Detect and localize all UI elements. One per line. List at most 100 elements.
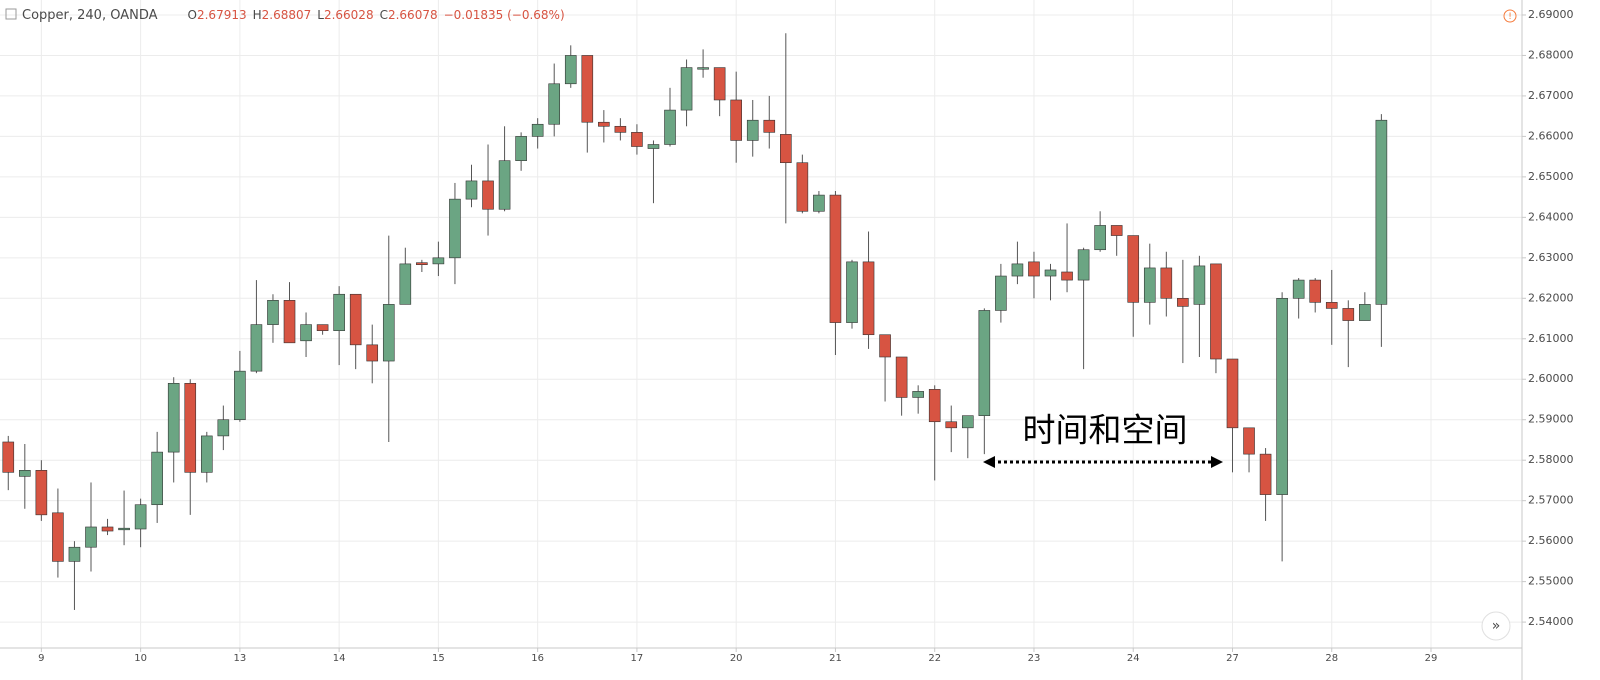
- candle-body: [482, 180, 494, 210]
- candle-body: [531, 123, 544, 137]
- candle-body: [780, 134, 792, 164]
- candle-body: [1276, 297, 1288, 495]
- x-tick-label: 13: [234, 653, 247, 664]
- y-tick-label: 2.54000: [1528, 615, 1574, 628]
- candle-body: [1292, 279, 1305, 299]
- candle-body: [1160, 267, 1173, 299]
- candle-body: [763, 119, 776, 133]
- y-tick-label: 2.56000: [1528, 534, 1574, 547]
- legend-value: 2.66028: [324, 8, 374, 22]
- candle-body: [978, 310, 991, 416]
- candle-body: [1177, 297, 1189, 307]
- candle-body: [52, 512, 64, 562]
- candle-body: [1243, 427, 1255, 455]
- x-tick-label: 20: [730, 653, 743, 664]
- candle-body: [416, 262, 428, 266]
- candle-body: [382, 304, 395, 362]
- candle-body: [184, 382, 197, 473]
- candle-body: [1226, 358, 1239, 429]
- x-tick-label: 27: [1226, 653, 1239, 664]
- y-tick-label: 2.58000: [1528, 453, 1574, 466]
- y-tick-label: 2.60000: [1528, 372, 1574, 385]
- y-tick-label: 2.62000: [1528, 291, 1574, 304]
- change: −0.01835 (−0.68%): [444, 8, 565, 22]
- candle-body: [581, 55, 594, 123]
- candle-body: [366, 344, 379, 362]
- legend-label: O: [188, 8, 197, 22]
- candle-body: [895, 356, 908, 398]
- x-tick-label: 23: [1028, 653, 1041, 664]
- candle-body: [879, 334, 891, 358]
- candle-body: [813, 194, 825, 212]
- y-tick-label: 2.69000: [1528, 8, 1574, 21]
- y-tick-label: 2.68000: [1528, 48, 1574, 61]
- candle-body: [432, 257, 445, 265]
- candle-body: [515, 136, 527, 161]
- x-tick-label: 17: [631, 653, 644, 664]
- y-tick-label: 2.61000: [1528, 332, 1574, 345]
- candle-body: [1259, 453, 1272, 495]
- candle-body: [1044, 269, 1057, 277]
- candle-body: [449, 198, 461, 259]
- candle-body: [713, 67, 726, 101]
- legend-label: C: [380, 8, 388, 22]
- candle-body: [1127, 235, 1140, 303]
- candle-body: [697, 67, 709, 70]
- y-tick-label: 2.59000: [1528, 413, 1574, 426]
- candle-body: [1359, 304, 1371, 321]
- candle-body: [250, 324, 263, 372]
- candle-body: [631, 132, 643, 147]
- candle-body: [746, 119, 759, 141]
- candle-body: [1077, 249, 1090, 281]
- scroll-button[interactable]: [1481, 611, 1511, 641]
- candle-body: [647, 144, 660, 149]
- candle-body: [912, 391, 924, 398]
- symbol-icon[interactable]: [5, 8, 17, 20]
- alert-icon-mark: !: [1508, 12, 1512, 22]
- alert-icon[interactable]: [1503, 9, 1517, 23]
- candle-body: [1342, 308, 1355, 321]
- candle-body: [928, 389, 941, 423]
- legend-value: 2.66078: [388, 8, 438, 22]
- time-span-arrow: [983, 456, 1223, 468]
- x-tick-label: 15: [432, 653, 445, 664]
- candle-body: [598, 121, 610, 127]
- annotation: 时间和空间: [1023, 411, 1188, 450]
- candle-body: [1193, 265, 1206, 305]
- x-tick-label: 9: [38, 653, 44, 664]
- candle-body: [167, 382, 180, 453]
- legend-label: L: [317, 8, 324, 22]
- candle-body: [862, 261, 875, 336]
- candle-body: [300, 324, 312, 342]
- candle-body: [564, 55, 577, 85]
- candle-body: [1210, 263, 1222, 360]
- candle-body: [1110, 225, 1123, 236]
- candle-body: [796, 162, 809, 212]
- candle-body: [349, 293, 362, 346]
- candle-body: [85, 526, 97, 548]
- scroll-button-icon: »: [1492, 618, 1501, 634]
- candle-body: [680, 67, 693, 111]
- y-tick-label: 2.65000: [1528, 170, 1574, 183]
- candle-body: [267, 300, 279, 325]
- candle-body: [101, 526, 114, 532]
- candle-body: [961, 415, 974, 429]
- x-tick-label: 28: [1325, 653, 1338, 664]
- candle-body: [1143, 267, 1156, 303]
- candle-body: [1325, 302, 1338, 309]
- candle-body: [283, 300, 296, 344]
- candle-body: [1375, 119, 1388, 305]
- candle-body: [234, 370, 246, 421]
- candle-body: [399, 263, 412, 305]
- candle-body: [1061, 271, 1073, 281]
- candle-body: [945, 421, 958, 429]
- candle-body: [68, 546, 81, 562]
- candle-body: [995, 275, 1007, 311]
- candle-body: [217, 419, 230, 437]
- candle-body: [333, 293, 345, 331]
- candle-body: [1309, 279, 1322, 303]
- y-tick-label: 2.66000: [1528, 129, 1574, 142]
- x-tick-label: 22: [928, 653, 941, 664]
